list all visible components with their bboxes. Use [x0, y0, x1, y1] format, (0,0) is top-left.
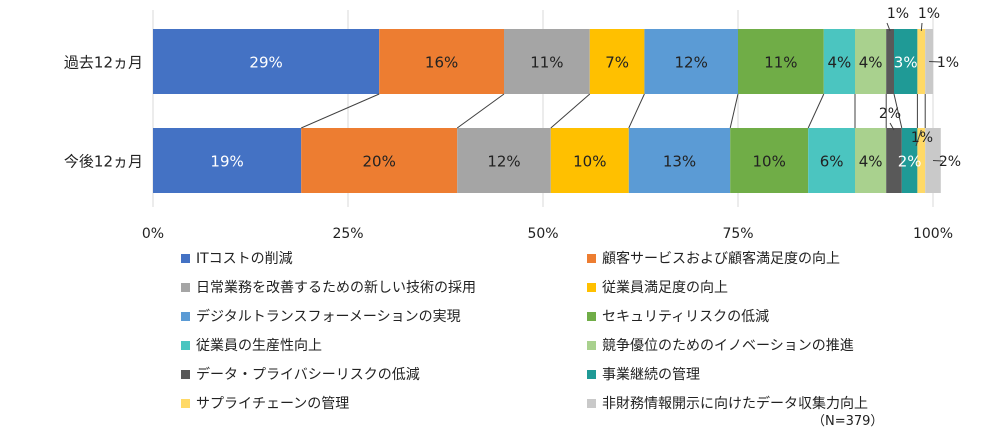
series-connector — [807, 93, 825, 129]
bar-segment — [855, 128, 887, 193]
data-label-leader — [920, 22, 923, 32]
data-label: 1% — [937, 55, 959, 71]
bar-segment — [301, 128, 458, 193]
bar-segment — [457, 128, 551, 193]
bar-segment — [628, 128, 731, 193]
category-label: 過去12ヵ月 — [64, 54, 143, 72]
data-label: 1% — [911, 130, 933, 146]
bar-segment — [738, 29, 824, 94]
x-tick-label: 0% — [142, 226, 164, 242]
data-label-leader — [929, 61, 942, 63]
data-label: 6% — [820, 153, 844, 171]
data-label: 4% — [859, 54, 883, 72]
data-label-leader — [932, 160, 944, 162]
data-label: 1% — [918, 6, 940, 22]
bar-segment — [644, 29, 738, 94]
data-label: 3% — [894, 54, 918, 72]
data-label: 2% — [939, 154, 961, 170]
bar-segment — [917, 128, 926, 193]
series-connector — [628, 93, 645, 129]
series-connector — [893, 93, 903, 129]
data-label: 2% — [879, 106, 901, 122]
category-label: 今後12ヵ月 — [64, 153, 143, 171]
data-label: 19% — [210, 153, 243, 171]
bar-segment — [894, 29, 918, 94]
series-connector — [729, 93, 739, 129]
bar-segment — [901, 128, 918, 193]
bar-segment — [855, 29, 887, 94]
x-tick-label: 100% — [913, 226, 953, 242]
bar-segment — [153, 29, 380, 94]
data-label-leader — [889, 122, 895, 131]
data-label: 20% — [363, 153, 396, 171]
bar-segment — [917, 29, 926, 94]
bar-segment — [589, 29, 645, 94]
bar-segment — [379, 29, 504, 94]
bar-segment — [153, 128, 302, 193]
data-label: 16% — [425, 54, 458, 72]
bar-segment — [504, 29, 590, 94]
bar-segment — [550, 128, 629, 193]
data-label: 11% — [764, 54, 797, 72]
series-connector — [550, 93, 591, 129]
sample-size-note: （N=379） — [812, 414, 884, 429]
data-label: 4% — [859, 153, 883, 171]
series-connector — [456, 93, 505, 129]
data-label: 4% — [828, 54, 852, 72]
x-tick-label: 75% — [722, 226, 753, 242]
data-label: 29% — [249, 54, 282, 72]
data-label: 10% — [753, 153, 786, 171]
data-label: 12% — [675, 54, 708, 72]
x-tick-label: 50% — [527, 226, 558, 242]
bar-segment — [808, 128, 855, 193]
data-label: 1% — [887, 6, 909, 22]
data-label: 11% — [530, 54, 563, 72]
data-label: 2% — [898, 153, 922, 171]
data-label: 13% — [663, 153, 696, 171]
bar-segment — [886, 128, 902, 193]
bar-segment — [823, 29, 855, 94]
data-label: 7% — [605, 54, 629, 72]
bar-segment — [886, 29, 894, 94]
series-connector — [301, 93, 380, 129]
data-label: 10% — [573, 153, 606, 171]
bar-segment — [730, 128, 809, 193]
x-tick-label: 25% — [332, 226, 363, 242]
data-label: 12% — [487, 153, 520, 171]
data-label-leader — [915, 129, 922, 147]
data-label-leader — [886, 22, 891, 32]
